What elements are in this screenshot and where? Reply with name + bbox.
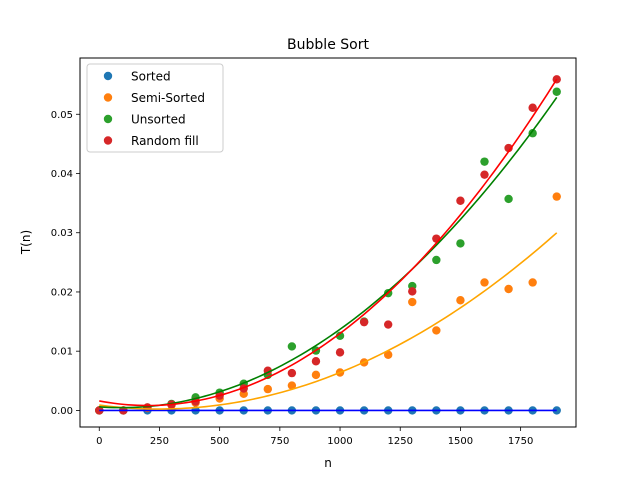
data-point — [263, 384, 273, 394]
data-point — [504, 284, 513, 294]
plot-area-frame — [79, 57, 577, 428]
data-point — [528, 103, 537, 112]
fit-line-random-fill — [99, 78, 558, 407]
x-tick-label: 1750 — [508, 436, 533, 447]
y-axis: 0.00 0.01 0.02 0.03 0.04 0.05 — [51, 110, 80, 417]
legend-label: Semi-Sorted — [131, 91, 205, 105]
chart-title: Bubble Sort — [287, 37, 369, 53]
data-point — [383, 320, 393, 329]
data-point — [432, 326, 441, 335]
legend-marker — [103, 114, 113, 124]
legend-label: Sorted — [131, 70, 171, 84]
x-tick-label: 0 — [96, 436, 102, 447]
data-point — [480, 170, 489, 179]
data-point — [480, 278, 489, 287]
x-axis: 0 250 500 750 1000 1250 1500 1750 — [96, 427, 533, 447]
legend: Sorted Semi-Sorted Unsorted Random fill — [86, 63, 224, 153]
y-tick-label: 0.00 — [51, 406, 73, 417]
data-point — [335, 331, 345, 340]
data-point — [287, 342, 297, 351]
data-point — [504, 194, 513, 204]
data-point — [311, 370, 321, 380]
fit-line-semi-sorted — [99, 232, 558, 410]
y-axis-label: T(n) — [19, 230, 33, 255]
data-point — [552, 192, 561, 201]
data-point — [528, 278, 537, 287]
data-point — [335, 348, 345, 357]
y-tick-label: 0.05 — [51, 110, 73, 121]
fit-line-unsorted — [99, 96, 558, 409]
x-tick-label: 750 — [270, 436, 289, 447]
x-axis-label: n — [324, 456, 332, 470]
y-tick-label: 0.03 — [51, 228, 73, 239]
data-point — [456, 196, 465, 205]
data-point — [504, 143, 513, 153]
data-point — [432, 255, 441, 265]
x-tick-label: 500 — [210, 436, 229, 447]
x-tick-label: 250 — [150, 436, 169, 447]
data-point — [311, 357, 321, 366]
data-point — [408, 287, 417, 296]
x-tick-label: 1500 — [448, 436, 473, 447]
data-point — [528, 129, 537, 138]
legend-marker — [103, 93, 113, 102]
legend-marker — [103, 136, 113, 145]
legend-label: Unsorted — [131, 113, 186, 127]
x-tick-label: 1000 — [327, 436, 352, 447]
data-point — [287, 381, 297, 390]
y-tick-label: 0.04 — [51, 169, 73, 180]
legend-marker — [103, 71, 113, 81]
series-semi-sorted — [95, 192, 561, 415]
legend-label: Random fill — [131, 134, 199, 148]
data-point — [383, 350, 393, 359]
y-tick-label: 0.02 — [51, 287, 73, 298]
legend-frame — [86, 63, 224, 153]
x-tick-label: 1250 — [388, 436, 413, 447]
data-point — [480, 157, 489, 166]
data-point — [456, 239, 465, 248]
data-point — [359, 317, 369, 327]
y-tick-label: 0.01 — [51, 347, 73, 358]
data-point — [552, 87, 561, 96]
data-point — [408, 297, 417, 307]
data-point — [456, 296, 465, 305]
data-point — [287, 368, 297, 378]
